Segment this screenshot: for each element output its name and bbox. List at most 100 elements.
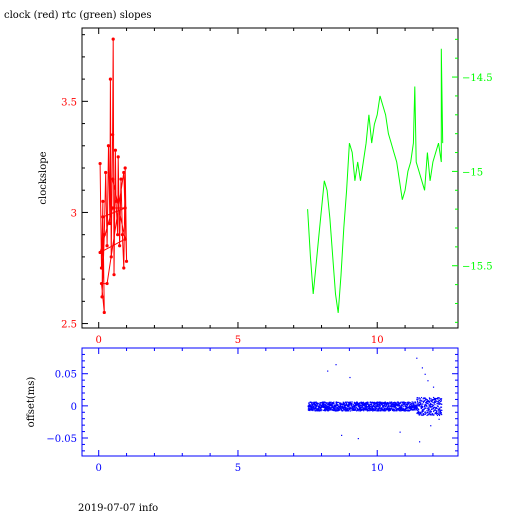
offset-point — [420, 396, 423, 399]
offset-point — [426, 414, 428, 417]
top-x-tick-label: 5 — [235, 335, 241, 346]
offset-point — [388, 403, 390, 406]
offset-point — [339, 408, 342, 410]
offset-point — [355, 404, 358, 406]
offset-point — [389, 401, 391, 403]
offset-point — [385, 408, 388, 410]
offset-point — [365, 404, 367, 406]
offset-point — [350, 407, 352, 409]
offset-point — [366, 403, 368, 405]
offset-point — [429, 410, 431, 412]
offset-point — [437, 412, 439, 414]
offset-point — [368, 407, 371, 409]
offset-point — [327, 410, 330, 412]
top-y2-tick-label: −15.5 — [462, 262, 493, 273]
offset-point — [347, 410, 349, 412]
offset-point — [346, 401, 348, 403]
offset-point — [315, 407, 317, 409]
offset-point — [361, 408, 363, 410]
offset-point — [386, 404, 388, 406]
offset-point — [429, 405, 432, 408]
series-point-clock — [118, 244, 122, 248]
offset-point — [316, 410, 318, 412]
offset-point — [311, 406, 313, 408]
offset-point — [385, 402, 387, 404]
offset-point — [394, 410, 396, 412]
offset-point — [381, 403, 383, 405]
offset-point — [335, 364, 337, 366]
offset-point — [431, 408, 433, 410]
bottom-y-axis-label: offset(ms) — [26, 377, 37, 428]
offset-point — [320, 407, 322, 409]
offset-point — [409, 402, 411, 404]
offset-point — [355, 402, 358, 404]
offset-point — [322, 404, 324, 406]
offset-point — [324, 404, 326, 406]
offset-point — [328, 401, 331, 404]
offset-point — [427, 411, 429, 413]
offset-point — [433, 409, 435, 411]
top-x-tick-label: 0 — [96, 335, 102, 346]
offset-point — [414, 409, 416, 411]
offset-point — [344, 406, 346, 408]
offset-point — [440, 406, 443, 408]
offset-point — [413, 403, 415, 405]
offset-point — [439, 398, 442, 400]
offset-point — [330, 403, 332, 406]
offset-point — [418, 402, 420, 404]
offset-point — [429, 403, 431, 406]
bottom-series-group — [307, 357, 443, 443]
offset-point — [378, 407, 380, 409]
offset-point — [407, 406, 409, 408]
offset-point — [424, 397, 426, 399]
offset-point — [351, 409, 353, 412]
offset-point — [368, 405, 370, 407]
series-point-clock — [123, 237, 127, 241]
offset-point — [323, 401, 326, 403]
bottom-plot-frame — [81, 347, 459, 457]
offset-point — [373, 408, 375, 410]
offset-point — [360, 408, 362, 410]
offset-point — [429, 413, 431, 415]
offset-point — [427, 380, 429, 382]
offset-point — [319, 403, 321, 406]
offset-point — [357, 403, 359, 405]
offset-point — [432, 401, 434, 404]
offset-point — [392, 408, 395, 410]
offset-point — [312, 408, 314, 410]
offset-point — [432, 405, 434, 407]
offset-point — [420, 399, 422, 401]
offset-point — [421, 411, 423, 413]
offset-point — [343, 408, 345, 411]
offset-point — [319, 404, 321, 406]
offset-point — [334, 410, 337, 412]
offset-point — [438, 414, 441, 417]
top-series-group — [98, 37, 444, 315]
offset-point — [365, 409, 367, 411]
offset-point — [318, 404, 320, 406]
offset-point — [420, 414, 423, 416]
offset-point — [399, 402, 402, 404]
offset-point — [324, 407, 326, 409]
offset-point — [389, 407, 391, 409]
offset-point — [360, 401, 362, 403]
offset-point — [440, 412, 442, 414]
offset-point — [425, 407, 427, 409]
offset-point — [406, 402, 408, 405]
offset-point — [335, 406, 337, 408]
offset-point — [360, 404, 362, 406]
offset-point — [369, 407, 372, 410]
offset-point — [399, 407, 401, 410]
offset-point — [362, 403, 365, 405]
offset-point — [434, 406, 436, 408]
offset-point — [319, 410, 321, 412]
offset-point — [340, 404, 342, 407]
offset-point — [374, 409, 376, 411]
offset-point — [348, 401, 350, 403]
offset-point — [314, 410, 316, 412]
offset-point — [436, 407, 438, 409]
offset-point — [331, 402, 333, 405]
offset-point — [383, 402, 385, 405]
offset-point — [354, 404, 356, 406]
